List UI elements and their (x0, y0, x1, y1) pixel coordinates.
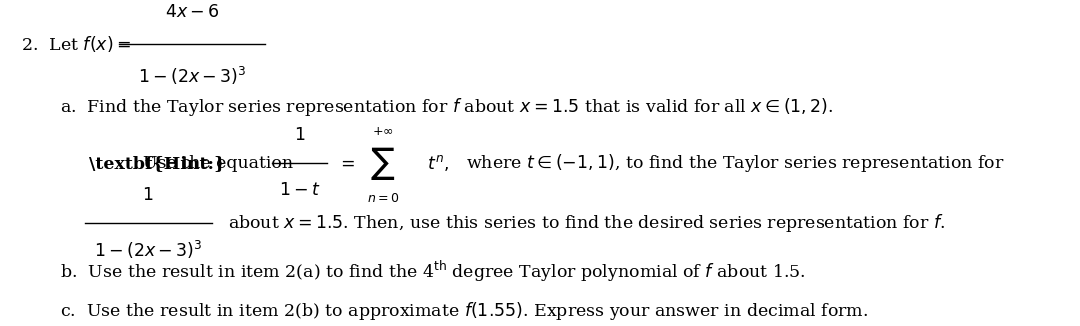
Text: $1-(2x-3)^3$: $1-(2x-3)^3$ (138, 65, 246, 87)
Text: where $t \in (-1,1)$, to find the Taylor series representation for: where $t \in (-1,1)$, to find the Taylor… (467, 152, 1004, 174)
Text: \textbf{Hint:}: \textbf{Hint:} (90, 155, 226, 172)
Text: $1$: $1$ (143, 187, 153, 204)
Text: 2.  Let $f(x)=$: 2. Let $f(x)=$ (21, 34, 131, 54)
Text: $4x - 6$: $4x - 6$ (165, 4, 219, 21)
Text: about $x = 1.5$. Then, use this series to find the desired series representation: about $x = 1.5$. Then, use this series t… (228, 212, 945, 234)
Text: b.  Use the result in item 2(a) to find the 4$^{\mathrm{th}}$ degree Taylor poly: b. Use the result in item 2(a) to find t… (60, 259, 806, 284)
Text: $+\infty$: $+\infty$ (373, 125, 394, 138)
Text: $t^n,$: $t^n,$ (427, 153, 449, 173)
Text: $n=0$: $n=0$ (367, 192, 400, 205)
Text: $\sum$: $\sum$ (370, 145, 395, 182)
Text: c.  Use the result in item 2(b) to approximate $f(1.55)$. Express your answer in: c. Use the result in item 2(b) to approx… (60, 300, 868, 322)
Text: a.  Find the Taylor series representation for $f$ about $x = 1.5$ that is valid : a. Find the Taylor series representation… (60, 96, 834, 118)
Text: $=$: $=$ (337, 155, 355, 172)
Text: Use the equation: Use the equation (144, 155, 294, 172)
Text: $1$: $1$ (294, 127, 306, 144)
Text: $1-(2x-3)^3$: $1-(2x-3)^3$ (94, 239, 202, 261)
Text: $1-t$: $1-t$ (279, 182, 321, 199)
